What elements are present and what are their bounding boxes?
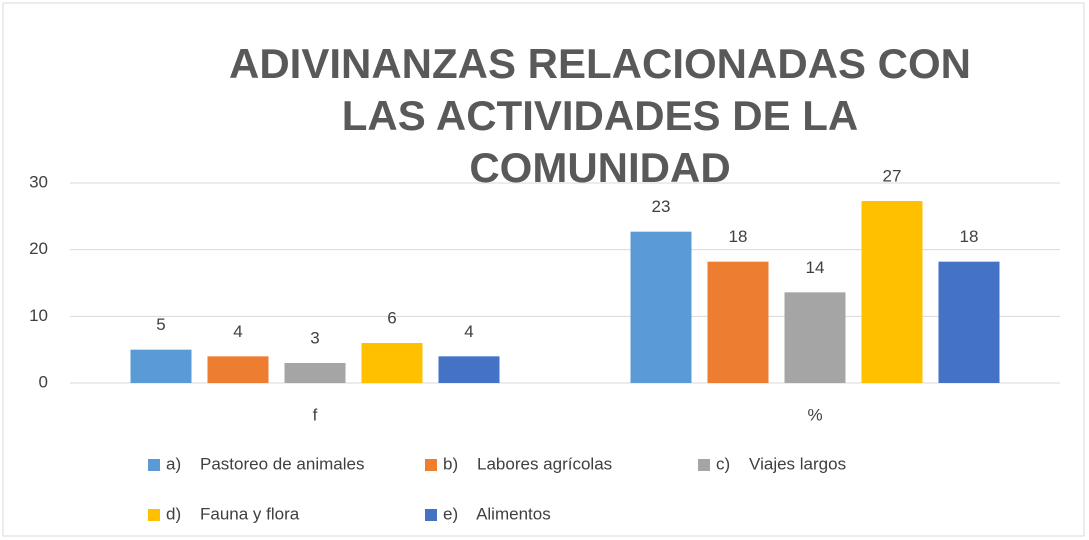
data-label: 14 bbox=[806, 258, 825, 277]
bar bbox=[707, 261, 769, 383]
bar bbox=[361, 343, 423, 383]
data-label: 5 bbox=[156, 315, 165, 334]
bar bbox=[284, 363, 346, 383]
data-label: 18 bbox=[729, 227, 748, 246]
x-tick-label: % bbox=[807, 405, 822, 424]
legend-label: a) Pastoreo de animales bbox=[166, 454, 364, 473]
bar bbox=[938, 261, 1000, 383]
y-tick-label: 10 bbox=[29, 306, 48, 325]
data-label: 3 bbox=[310, 328, 319, 347]
legend-label: b) Labores agrícolas bbox=[443, 454, 612, 473]
bar bbox=[784, 292, 846, 383]
data-label: 27 bbox=[883, 166, 902, 185]
bar bbox=[630, 231, 692, 383]
data-label: 4 bbox=[233, 322, 242, 341]
data-label: 4 bbox=[464, 322, 473, 341]
chart-title: ADIVINANZAS RELACIONADAS CON LAS ACTIVID… bbox=[228, 40, 971, 191]
data-label: 18 bbox=[960, 227, 979, 246]
data-label: 23 bbox=[652, 197, 671, 216]
legend-swatch bbox=[698, 459, 710, 471]
legend-swatch bbox=[425, 509, 437, 521]
y-tick-label: 20 bbox=[29, 239, 48, 258]
legend-swatch bbox=[425, 459, 437, 471]
bar bbox=[207, 356, 269, 383]
legend-swatch bbox=[148, 459, 160, 471]
y-tick-label: 30 bbox=[29, 172, 48, 191]
x-tick-label: f bbox=[313, 405, 318, 424]
bar bbox=[861, 201, 923, 383]
data-label: 6 bbox=[387, 308, 396, 327]
legend-swatch bbox=[148, 509, 160, 521]
legend-label: e) Alimentos bbox=[443, 504, 551, 523]
y-tick-label: 0 bbox=[39, 372, 48, 391]
bar bbox=[438, 356, 500, 383]
bar bbox=[130, 349, 192, 383]
legend-label: d) Fauna y flora bbox=[166, 504, 300, 523]
legend-label: c) Viajes largos bbox=[716, 454, 846, 473]
